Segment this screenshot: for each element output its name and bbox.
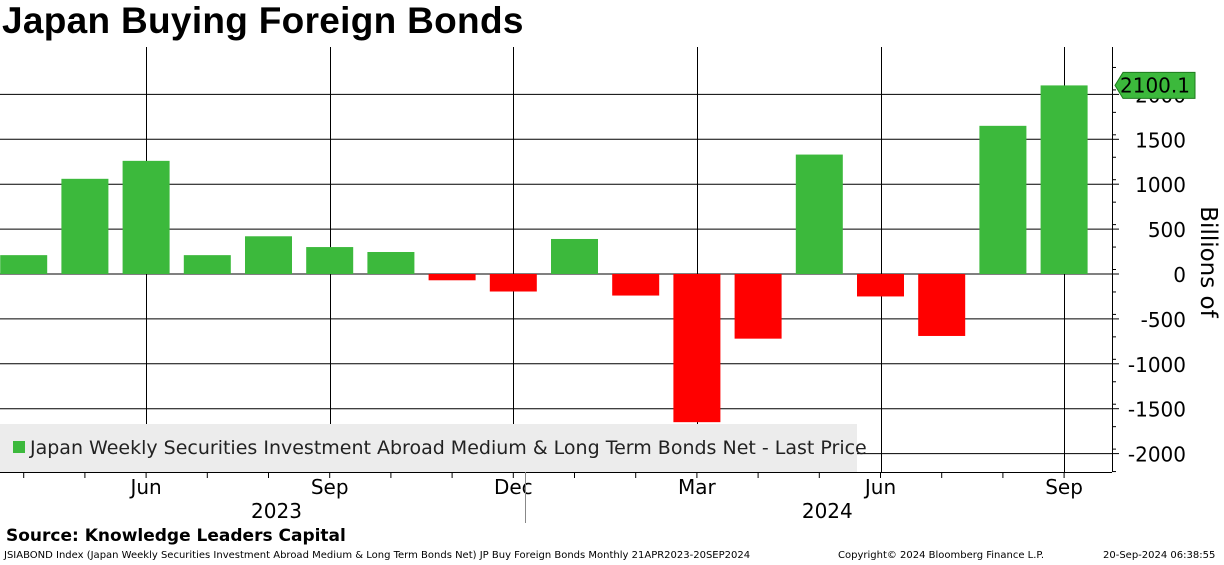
y-tick-label: 0	[1173, 263, 1186, 287]
y-tick-label: -1500	[1128, 398, 1186, 422]
bar	[122, 160, 170, 274]
legend-label: Japan Weekly Securities Investment Abroa…	[30, 437, 867, 459]
y-tick-label: 500	[1148, 218, 1186, 242]
bar	[551, 238, 598, 274]
bar	[673, 274, 721, 423]
y-tick-label: 1500	[1135, 128, 1186, 152]
bar	[1040, 85, 1088, 275]
x-tick-label: Sep	[311, 475, 349, 499]
y-tick-label: -500	[1141, 308, 1186, 332]
bar	[0, 255, 48, 274]
bar	[795, 154, 843, 274]
x-tick-label: Mar	[678, 475, 717, 499]
y-tick-label: -1000	[1128, 353, 1186, 377]
footer-date: 20-Sep-2024 06:38:55	[1103, 550, 1216, 561]
bars	[0, 85, 1088, 423]
bar	[183, 255, 231, 274]
bar	[61, 178, 109, 274]
bar	[428, 274, 476, 281]
y-axis-label: Billions of	[1195, 206, 1221, 318]
legend: Japan Weekly Securities Investment Abroa…	[0, 424, 867, 472]
x-tick-label: Jun	[128, 475, 161, 499]
x-tick-label: Dec	[494, 475, 533, 499]
axes: -2000-1500-1000-5000500100015002000JunSe…	[0, 47, 1196, 523]
legend-swatch	[13, 441, 25, 453]
y-tick-label: -2000	[1128, 443, 1186, 467]
year-label: 2023	[251, 499, 302, 523]
bar	[857, 274, 904, 297]
year-label: 2024	[802, 499, 853, 523]
chart-title: Japan Buying Foreign Bonds	[2, 0, 524, 41]
bar	[489, 274, 537, 292]
bar	[245, 236, 292, 274]
bar	[306, 247, 354, 274]
source-note: Source: Knowledge Leaders Capital	[6, 526, 346, 546]
last-price-label: 2100.1	[1120, 73, 1190, 97]
bar	[367, 251, 415, 274]
footer-copyright: Copyright© 2024 Bloomberg Finance L.P.	[838, 550, 1045, 561]
y-tick-label: 1000	[1135, 173, 1186, 197]
x-tick-label: Sep	[1045, 475, 1083, 499]
bar	[612, 274, 660, 296]
bar	[734, 274, 782, 339]
footer-description: JSIABOND Index (Japan Weekly Securities …	[4, 550, 751, 561]
bar	[979, 125, 1027, 274]
last-price-tag	[1114, 71, 1196, 99]
x-tick-label: Jun	[863, 475, 896, 499]
bar	[918, 274, 966, 336]
